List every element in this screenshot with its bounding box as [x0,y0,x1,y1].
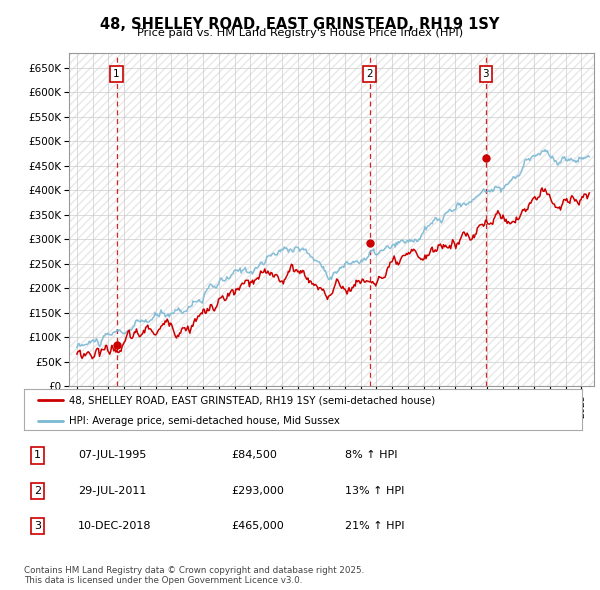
Text: 07-JUL-1995: 07-JUL-1995 [78,451,146,460]
Text: 10-DEC-2018: 10-DEC-2018 [78,522,151,531]
Text: 8% ↑ HPI: 8% ↑ HPI [345,451,398,460]
Text: 2: 2 [367,68,373,78]
Text: Price paid vs. HM Land Registry's House Price Index (HPI): Price paid vs. HM Land Registry's House … [137,28,463,38]
Text: 1: 1 [113,68,120,78]
Text: Contains HM Land Registry data © Crown copyright and database right 2025.
This d: Contains HM Land Registry data © Crown c… [24,566,364,585]
Text: 21% ↑ HPI: 21% ↑ HPI [345,522,404,531]
Text: 48, SHELLEY ROAD, EAST GRINSTEAD, RH19 1SY: 48, SHELLEY ROAD, EAST GRINSTEAD, RH19 1… [100,17,500,31]
Text: 48, SHELLEY ROAD, EAST GRINSTEAD, RH19 1SY (semi-detached house): 48, SHELLEY ROAD, EAST GRINSTEAD, RH19 1… [68,395,435,405]
Text: HPI: Average price, semi-detached house, Mid Sussex: HPI: Average price, semi-detached house,… [68,416,340,426]
Text: 29-JUL-2011: 29-JUL-2011 [78,486,146,496]
Text: 1: 1 [34,451,41,460]
Text: 3: 3 [34,522,41,531]
Text: 13% ↑ HPI: 13% ↑ HPI [345,486,404,496]
Text: £293,000: £293,000 [231,486,284,496]
Text: 2: 2 [34,486,41,496]
Text: £84,500: £84,500 [231,451,277,460]
Text: £465,000: £465,000 [231,522,284,531]
Text: 3: 3 [482,68,489,78]
